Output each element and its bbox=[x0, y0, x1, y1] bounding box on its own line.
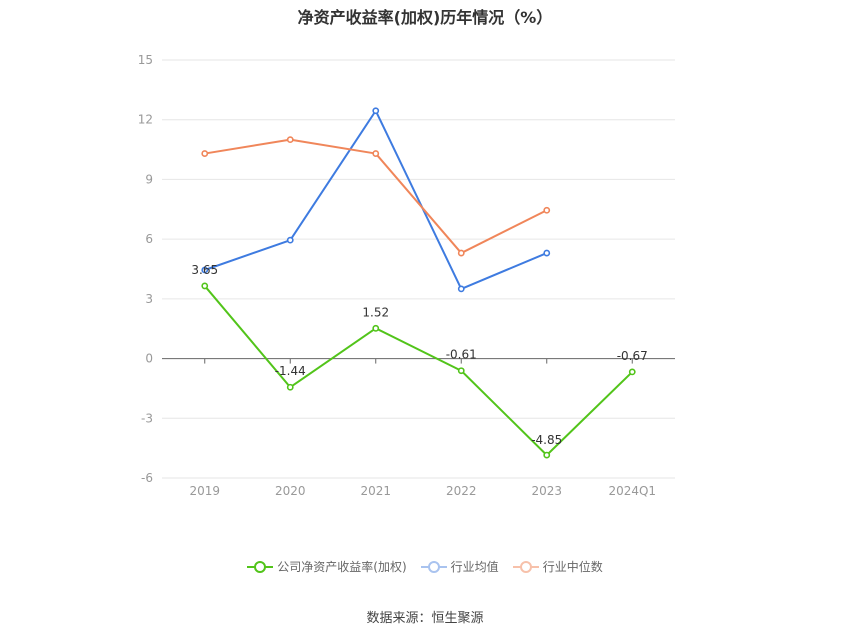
x-tick-label: 2020 bbox=[275, 484, 306, 498]
y-tick-label: 15 bbox=[138, 53, 153, 67]
series-point-0 bbox=[286, 383, 294, 391]
grid-lines bbox=[162, 59, 675, 479]
legend-item-industry-mean[interactable]: 行业均值 bbox=[420, 558, 499, 575]
series-point-1 bbox=[457, 285, 465, 293]
legend-marker-icon bbox=[512, 560, 539, 574]
series-point-0 bbox=[543, 451, 551, 459]
x-tick-label: 2023 bbox=[531, 484, 562, 498]
data-label: -4.85 bbox=[531, 433, 562, 447]
legend-item-company-roe[interactable]: 公司净资产收益率(加权) bbox=[247, 558, 407, 575]
series-point-1 bbox=[286, 236, 294, 244]
y-tick-label: 3 bbox=[145, 292, 153, 306]
data-label: -1.44 bbox=[275, 364, 306, 378]
series-line-1 bbox=[204, 109, 548, 290]
series-point-0 bbox=[628, 368, 636, 376]
x-tick-label: 2019 bbox=[189, 484, 220, 498]
series-point-1 bbox=[543, 249, 551, 257]
legend-marker-icon bbox=[420, 560, 447, 574]
series-point-0 bbox=[201, 282, 209, 290]
legend-label: 行业均值 bbox=[450, 560, 499, 574]
y-tick-label: 6 bbox=[145, 232, 153, 246]
series-point-0 bbox=[372, 324, 380, 332]
y-tick-label: 0 bbox=[145, 352, 153, 366]
series-point-2 bbox=[201, 150, 209, 157]
series-point-1 bbox=[201, 266, 209, 274]
series-lines bbox=[201, 107, 636, 459]
data-label: -0.61 bbox=[446, 348, 477, 362]
axes: 15 12 9 6 3 0 -3 -6 2019 2020 2021 2022 2023 2024Q1 bbox=[138, 53, 675, 498]
source-note: 数据来源：恒生聚源 bbox=[366, 611, 484, 626]
y-tick-label: 9 bbox=[145, 172, 153, 186]
x-tick-label: 2024Q1 bbox=[608, 484, 656, 498]
series-point-2 bbox=[286, 136, 294, 144]
legend-marker-icon bbox=[247, 560, 274, 574]
legend-item-industry-median[interactable]: 行业中位数 bbox=[512, 558, 603, 575]
x-tick-label: 2021 bbox=[360, 484, 391, 498]
x-tick-label: 2022 bbox=[446, 484, 477, 498]
series-point-2 bbox=[543, 206, 551, 214]
y-tick-label: 12 bbox=[138, 113, 153, 127]
chart-title: 净资产收益率(加权)历年情况（%） bbox=[297, 8, 553, 27]
y-tick-label: -3 bbox=[141, 411, 153, 425]
legend: 公司净资产收益率(加权) 行业均值 行业中位数 bbox=[0, 558, 850, 575]
series-line-0 bbox=[203, 285, 633, 457]
data-label: -0.67 bbox=[617, 349, 648, 363]
series-point-1 bbox=[372, 107, 380, 115]
series-point-2 bbox=[457, 249, 465, 257]
series-point-0 bbox=[457, 367, 465, 375]
legend-label: 行业中位数 bbox=[542, 560, 603, 574]
data-labels: 3.65 -1.44 1.52 -0.61 -4.85 -0.67 bbox=[191, 263, 647, 447]
legend-label: 公司净资产收益率(加权) bbox=[277, 560, 407, 574]
data-label: 1.52 bbox=[362, 305, 389, 319]
data-label: 3.65 bbox=[191, 263, 218, 277]
y-tick-label: -6 bbox=[141, 471, 153, 485]
series-point-2 bbox=[372, 150, 380, 157]
